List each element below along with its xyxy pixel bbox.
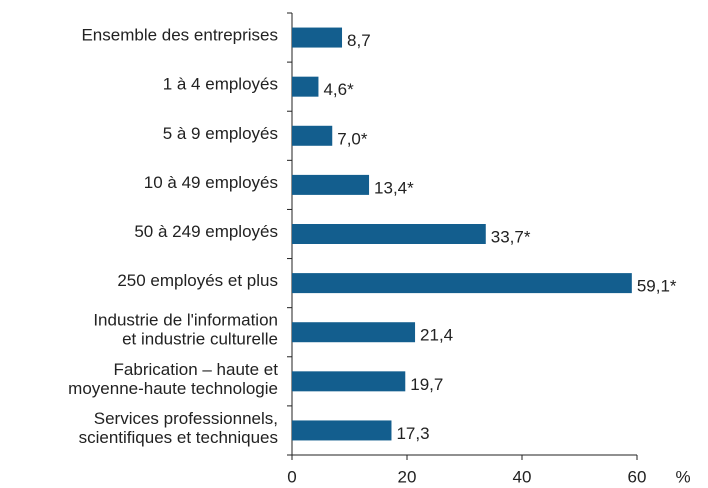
bar xyxy=(292,273,632,294)
bar xyxy=(292,174,370,195)
bar xyxy=(292,76,319,97)
y-tick-label: 10 à 49 employés xyxy=(144,173,278,192)
y-tick-label: 5 à 9 employés xyxy=(163,124,278,143)
value-label: 19,7 xyxy=(410,375,443,394)
x-tick-label: 0 xyxy=(287,467,296,486)
value-label: 4,6* xyxy=(323,80,354,99)
bar xyxy=(292,371,406,392)
x-tick-label: 20 xyxy=(398,467,417,486)
y-tick-label: 250 employés et plus xyxy=(117,272,278,291)
y-tick-label: 50 à 249 employés xyxy=(134,222,278,241)
value-label: 7,0* xyxy=(337,129,368,148)
value-label: 33,7* xyxy=(491,227,531,246)
bar xyxy=(292,125,333,146)
value-label: 21,4 xyxy=(420,326,453,345)
x-axis-label: % xyxy=(675,467,690,486)
bar xyxy=(292,224,486,244)
y-tick-label: Ensemble des entreprises xyxy=(81,26,278,45)
bar xyxy=(292,420,392,441)
bar xyxy=(292,27,343,48)
value-label: 59,1* xyxy=(637,277,677,296)
y-tick-label: Services professionnels, scientifiques et… xyxy=(79,409,278,447)
value-label: 8,7 xyxy=(347,31,371,50)
x-tick-label: 60 xyxy=(628,467,647,486)
y-tick-label: Industrie de l'information et industrie c… xyxy=(93,311,278,349)
y-tick-label: Fabrication – haute et moyenne-haute tech… xyxy=(68,360,278,398)
bar xyxy=(292,322,416,343)
value-label: 17,3 xyxy=(396,424,429,443)
value-label: 13,4* xyxy=(374,178,414,197)
y-tick-label: 1 à 4 employés xyxy=(163,75,278,94)
x-tick-label: 40 xyxy=(513,467,532,486)
